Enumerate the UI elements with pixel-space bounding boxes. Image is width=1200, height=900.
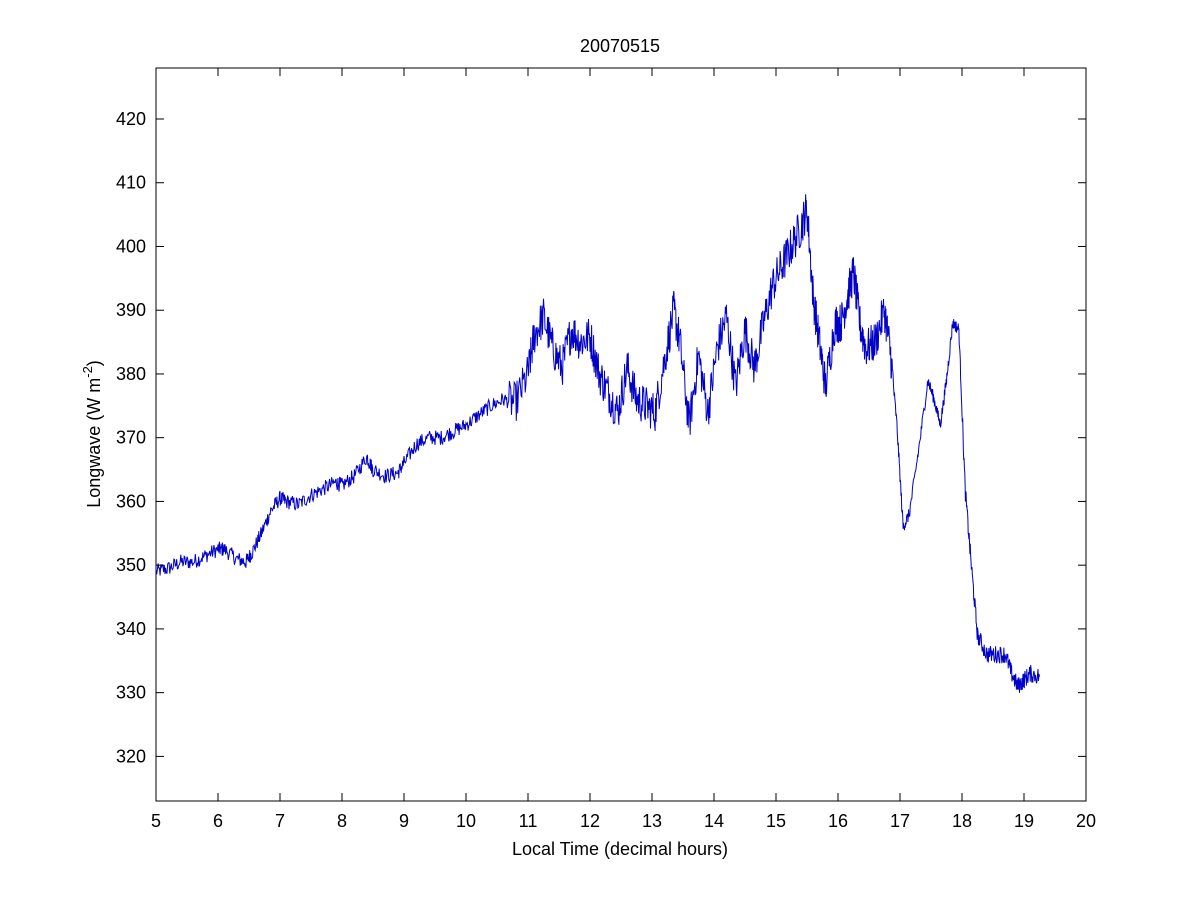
y-axis-label-main: Longwave (W m [84,378,104,508]
x-tick-label: 8 [337,811,347,831]
y-axis-label-superscript: -2 [80,366,95,378]
y-tick-label: 320 [116,746,146,766]
x-tick-label: 17 [890,811,910,831]
x-tick-label: 6 [213,811,223,831]
series-line [155,194,1040,693]
x-tick-label: 20 [1076,811,1096,831]
plot-frame [155,67,1087,802]
series-layer [155,194,1040,693]
x-tick-label: 7 [275,811,285,831]
x-tick-labels: 5 6 7 8 9 10 11 12 13 14 15 16 17 18 19 20 [151,811,1096,831]
x-tick-label: 10 [456,811,476,831]
x-tick-label: 19 [1014,811,1034,831]
y-tick-label: 370 [116,428,146,448]
y-tick-label: 350 [116,555,146,575]
x-tick-label: 13 [642,811,662,831]
y-tick-label: 410 [116,173,146,193]
y-axis-label: Longwave (W m-2) [80,360,104,508]
chart-title: 20070515 [580,36,660,56]
x-tick-label: 16 [828,811,848,831]
y-tick-labels: 320 330 340 350 360 370 380 390 400 410 420 [116,109,146,766]
x-tick-label: 9 [399,811,409,831]
x-tick-label: 14 [704,811,724,831]
y-tick-label: 420 [116,109,146,129]
y-axis-label-close: ) [84,360,104,366]
y-tick-label: 330 [116,683,146,703]
plot-area [155,67,1087,802]
x-tick-label: 12 [580,811,600,831]
y-tick-label: 340 [116,619,146,639]
x-tick-label: 15 [766,811,786,831]
x-tick-label: 11 [519,811,538,831]
x-axis-label: Local Time (decimal hours) [512,839,728,859]
x-tick-label: 18 [952,811,972,831]
y-tick-label: 400 [116,236,146,256]
x-tick-label: 5 [151,811,161,831]
y-tick-label: 360 [116,491,146,511]
y-tick-label: 380 [116,364,146,384]
axes-layer [155,68,1087,801]
y-tick-label: 390 [116,300,146,320]
